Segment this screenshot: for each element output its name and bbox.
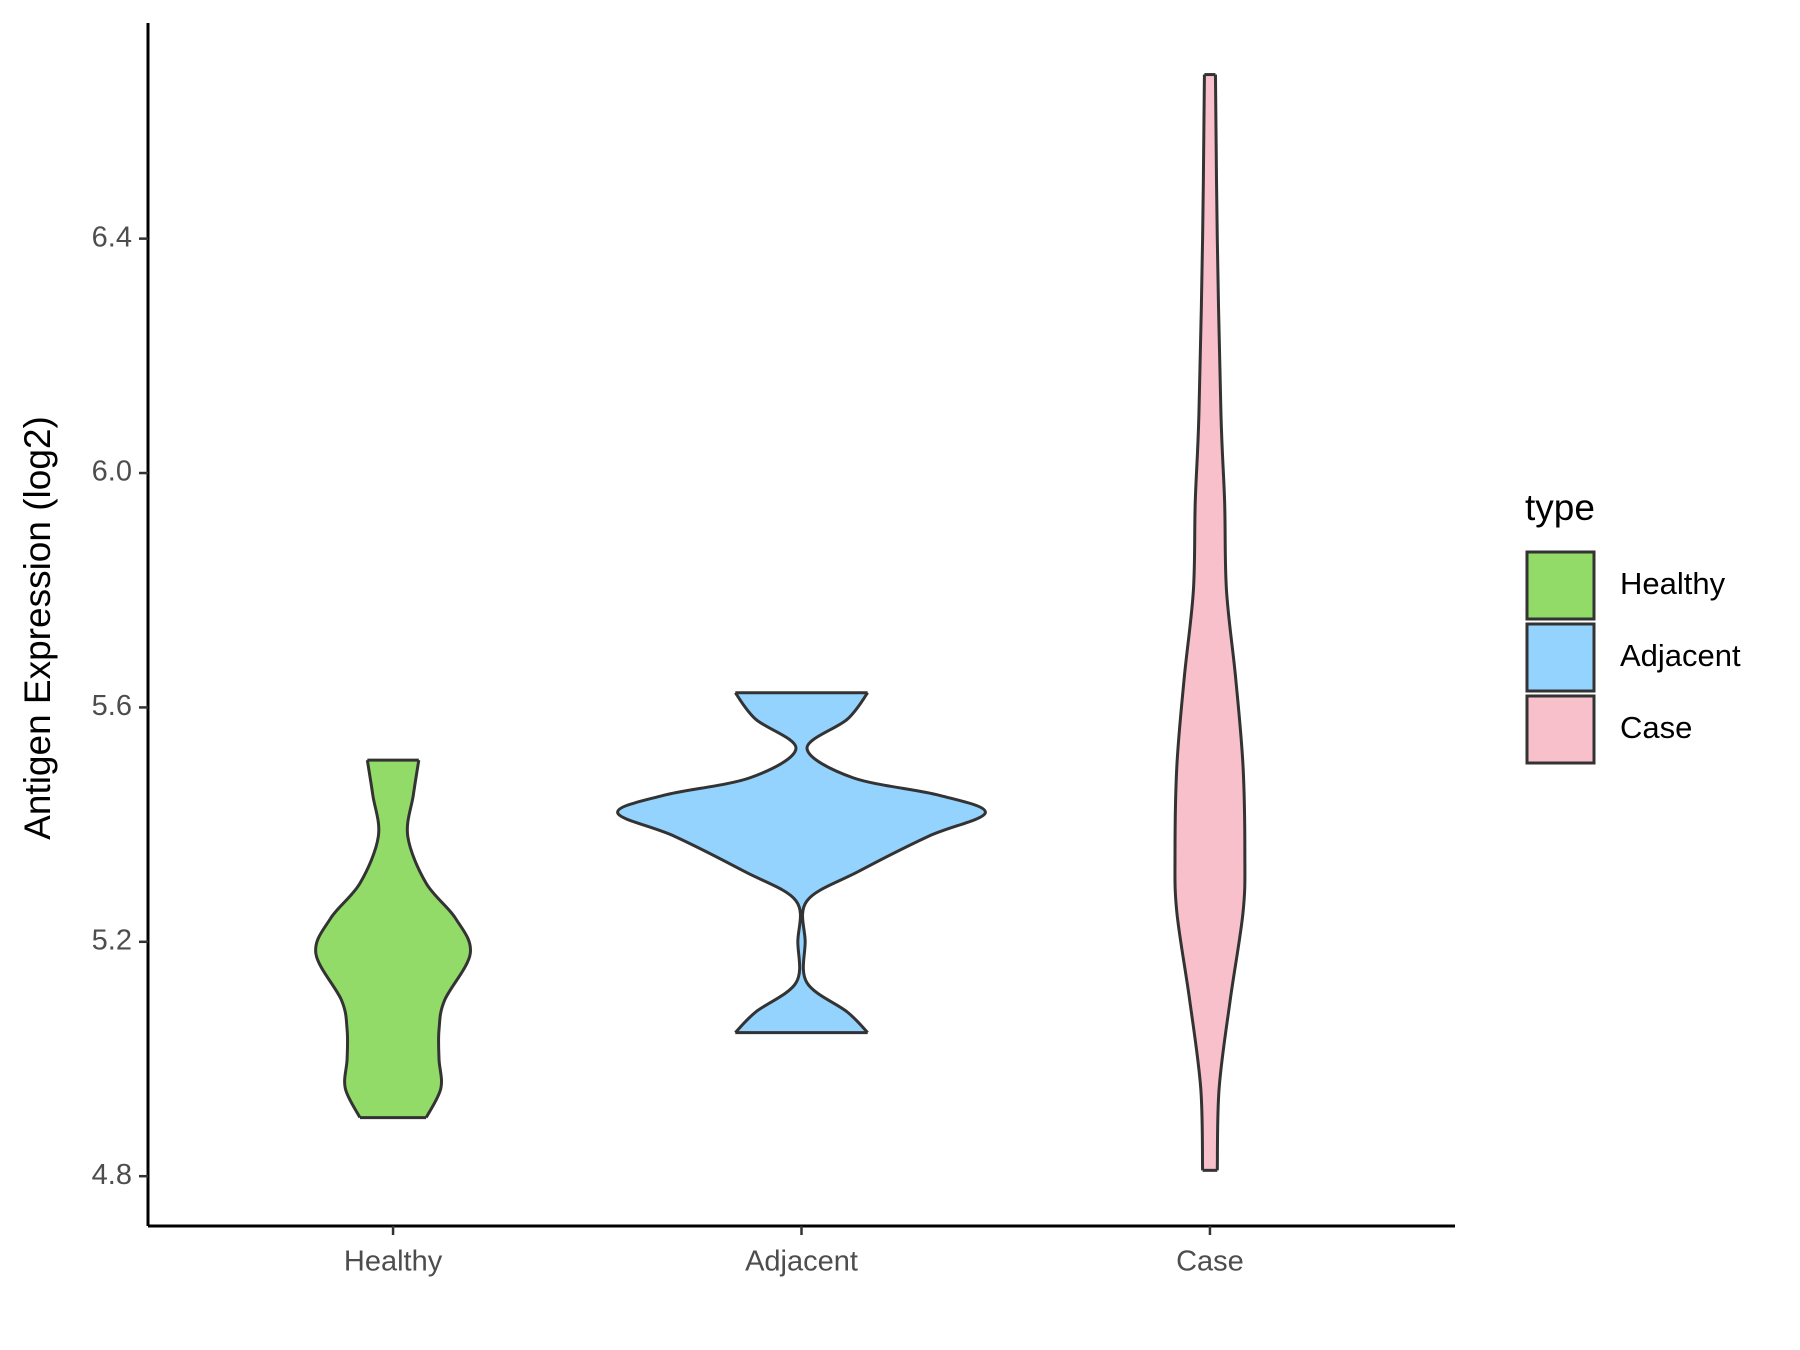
violin-right-edge xyxy=(405,759,472,1119)
violin-body xyxy=(1174,74,1245,1171)
violin-body xyxy=(315,760,471,1118)
x-tick-label: Case xyxy=(1176,1246,1244,1278)
y-tick-label: 4.8 xyxy=(92,1159,132,1191)
legend-label: Healthy xyxy=(1620,566,1726,601)
y-tick-label: 5.6 xyxy=(92,690,132,722)
legend-label: Adjacent xyxy=(1620,638,1741,673)
violin-right-edge xyxy=(801,691,987,1034)
y-axis-title: Antigen Expression (log2) xyxy=(17,416,58,840)
x-tick-label: Healthy xyxy=(344,1246,443,1278)
violin-left-edge xyxy=(616,691,802,1034)
y-tick-label: 5.2 xyxy=(92,924,132,956)
violin-right-edge xyxy=(1213,74,1247,1171)
y-tick-label: 6.0 xyxy=(92,456,132,488)
violin-left-edge xyxy=(314,759,381,1119)
x-tick-label: Adjacent xyxy=(745,1246,858,1278)
legend-key xyxy=(1525,550,1596,621)
legend-key xyxy=(1525,694,1596,765)
legend-label: Case xyxy=(1620,710,1692,745)
legend-key xyxy=(1525,622,1596,693)
violin-body xyxy=(617,692,986,1033)
y-tick-label: 6.4 xyxy=(92,221,132,253)
violin-left-edge xyxy=(1173,74,1206,1171)
legend-title: type xyxy=(1525,487,1595,528)
